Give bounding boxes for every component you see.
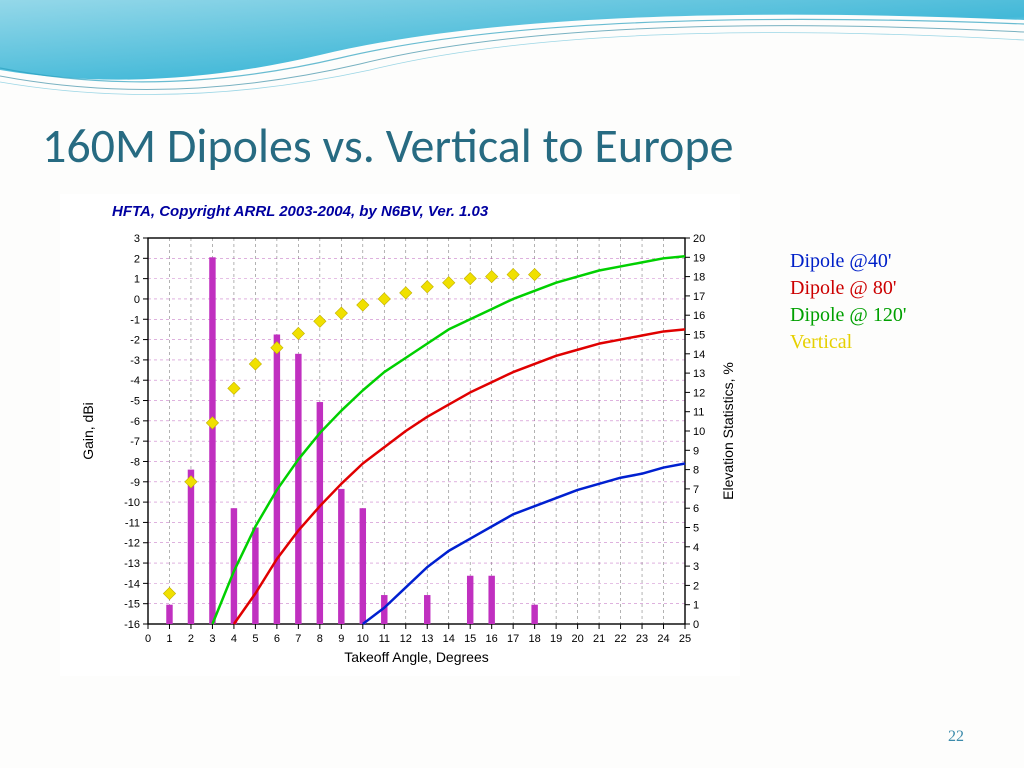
svg-text:14: 14 bbox=[693, 349, 705, 361]
svg-text:6: 6 bbox=[274, 633, 280, 645]
svg-text:7: 7 bbox=[693, 484, 699, 496]
svg-text:7: 7 bbox=[295, 633, 301, 645]
svg-text:19: 19 bbox=[693, 252, 705, 264]
svg-text:Elevation Statistics, %: Elevation Statistics, % bbox=[720, 362, 736, 500]
svg-text:-3: -3 bbox=[130, 355, 140, 367]
svg-text:25: 25 bbox=[679, 633, 691, 645]
svg-text:8: 8 bbox=[693, 465, 699, 477]
legend-item-dipole-80: Dipole @ 80' bbox=[790, 275, 906, 302]
svg-text:16: 16 bbox=[486, 633, 498, 645]
svg-text:13: 13 bbox=[421, 633, 433, 645]
svg-text:-10: -10 bbox=[124, 497, 140, 509]
svg-text:20: 20 bbox=[571, 633, 583, 645]
svg-text:11: 11 bbox=[693, 407, 704, 419]
svg-text:3: 3 bbox=[209, 633, 215, 645]
page-number: 22 bbox=[948, 728, 964, 746]
svg-text:9: 9 bbox=[693, 445, 699, 457]
svg-text:21: 21 bbox=[593, 633, 605, 645]
svg-text:13: 13 bbox=[693, 368, 705, 380]
svg-text:15: 15 bbox=[693, 330, 705, 342]
svg-text:16: 16 bbox=[693, 310, 705, 322]
svg-text:Gain, dBi: Gain, dBi bbox=[80, 402, 96, 460]
svg-text:2: 2 bbox=[188, 633, 194, 645]
svg-text:-1: -1 bbox=[130, 314, 140, 326]
svg-text:15: 15 bbox=[464, 633, 476, 645]
hfta-chart: HFTA, Copyright ARRL 2003-2004, by N6BV,… bbox=[60, 194, 740, 676]
svg-text:12: 12 bbox=[693, 387, 705, 399]
svg-text:1: 1 bbox=[134, 274, 140, 286]
svg-text:-7: -7 bbox=[130, 436, 140, 448]
svg-text:9: 9 bbox=[338, 633, 344, 645]
svg-text:5: 5 bbox=[252, 633, 258, 645]
svg-text:-8: -8 bbox=[130, 456, 140, 468]
svg-text:3: 3 bbox=[693, 561, 699, 573]
svg-text:3: 3 bbox=[134, 233, 140, 245]
svg-text:Takeoff Angle, Degrees: Takeoff Angle, Degrees bbox=[344, 649, 489, 665]
svg-text:0: 0 bbox=[134, 294, 140, 306]
legend-item-dipole-40: Dipole @40' bbox=[790, 248, 906, 275]
svg-text:-5: -5 bbox=[130, 396, 140, 408]
svg-text:18: 18 bbox=[529, 633, 541, 645]
svg-text:-14: -14 bbox=[124, 578, 140, 590]
svg-text:6: 6 bbox=[693, 503, 699, 515]
svg-text:12: 12 bbox=[400, 633, 412, 645]
svg-text:-13: -13 bbox=[124, 558, 140, 570]
svg-text:14: 14 bbox=[443, 633, 455, 645]
legend: Dipole @40' Dipole @ 80' Dipole @ 120' V… bbox=[790, 248, 906, 356]
svg-text:-12: -12 bbox=[124, 538, 140, 550]
svg-text:-11: -11 bbox=[125, 517, 140, 529]
svg-text:HFTA, Copyright ARRL 2003-2004: HFTA, Copyright ARRL 2003-2004, by N6BV,… bbox=[112, 203, 489, 220]
svg-text:5: 5 bbox=[693, 523, 699, 535]
svg-text:1: 1 bbox=[166, 633, 172, 645]
svg-text:22: 22 bbox=[614, 633, 626, 645]
svg-text:20: 20 bbox=[693, 233, 705, 245]
svg-text:0: 0 bbox=[145, 633, 151, 645]
svg-text:4: 4 bbox=[693, 542, 699, 554]
svg-text:-4: -4 bbox=[130, 375, 140, 387]
svg-text:10: 10 bbox=[357, 633, 369, 645]
svg-text:19: 19 bbox=[550, 633, 562, 645]
svg-text:-9: -9 bbox=[130, 477, 140, 489]
slide: 160M Dipoles vs. Vertical to Europe HFTA… bbox=[0, 0, 1024, 768]
svg-text:0: 0 bbox=[693, 619, 699, 631]
svg-text:8: 8 bbox=[317, 633, 323, 645]
svg-text:2: 2 bbox=[134, 253, 140, 265]
legend-item-vertical: Vertical bbox=[790, 329, 906, 356]
svg-text:17: 17 bbox=[507, 633, 519, 645]
svg-text:-15: -15 bbox=[124, 599, 140, 611]
svg-text:-6: -6 bbox=[130, 416, 140, 428]
svg-text:10: 10 bbox=[693, 426, 705, 438]
legend-item-dipole-120: Dipole @ 120' bbox=[790, 302, 906, 329]
svg-text:23: 23 bbox=[636, 633, 648, 645]
svg-text:-16: -16 bbox=[124, 619, 140, 631]
slide-title: 160M Dipoles vs. Vertical to Europe bbox=[42, 116, 733, 175]
svg-text:18: 18 bbox=[693, 272, 705, 284]
svg-text:17: 17 bbox=[693, 291, 705, 303]
svg-text:2: 2 bbox=[693, 580, 699, 592]
svg-text:1: 1 bbox=[693, 600, 699, 612]
svg-text:11: 11 bbox=[379, 633, 390, 645]
svg-text:-2: -2 bbox=[130, 335, 140, 347]
svg-text:4: 4 bbox=[231, 633, 237, 645]
svg-text:24: 24 bbox=[657, 633, 669, 645]
